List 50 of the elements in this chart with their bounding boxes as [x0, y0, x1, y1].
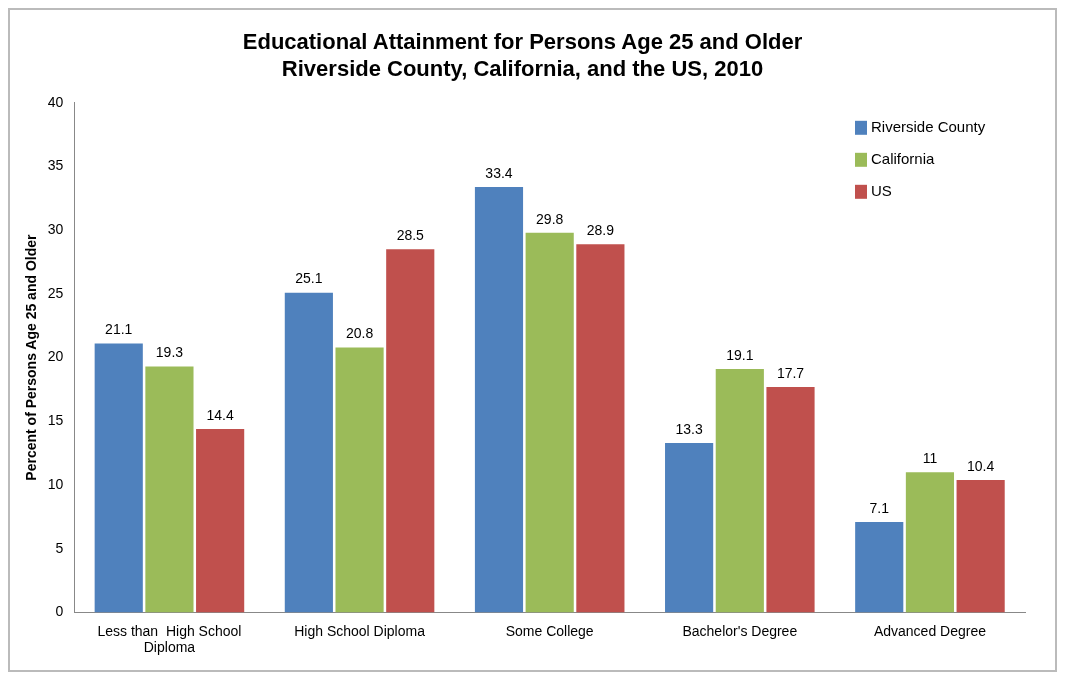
bar	[715, 369, 764, 613]
x-tick-label: Less than High School Diploma	[97, 622, 242, 656]
data-label: 28.5	[396, 227, 425, 244]
y-tick-label: 15	[47, 412, 64, 429]
data-label: 25.1	[295, 270, 323, 287]
data-label: 20.8	[345, 325, 374, 342]
data-label: 19.3	[155, 344, 184, 361]
data-label: 17.7	[776, 364, 805, 381]
x-tick-label: Some College	[505, 622, 594, 639]
bar	[576, 244, 625, 613]
y-tick-label: 30	[47, 221, 64, 238]
legend-label: US	[871, 181, 892, 199]
bar	[94, 343, 143, 613]
data-label: 7.1	[869, 499, 890, 516]
y-tick-label: 0	[55, 603, 64, 620]
y-tick-label: 5	[55, 539, 64, 556]
legend-label: Riverside County	[871, 117, 986, 135]
bar	[855, 521, 904, 613]
data-label: 10.4	[967, 457, 995, 474]
y-axis-title: Percent of Persons Age 25 and Older	[23, 234, 40, 481]
data-label: 33.4	[485, 164, 513, 181]
data-label: 21.1	[105, 321, 133, 338]
bar	[665, 442, 714, 613]
data-label: 29.8	[536, 210, 564, 227]
data-label: 14.4	[206, 406, 234, 423]
bar	[905, 472, 955, 613]
x-tick-label: Advanced Degree	[873, 622, 987, 639]
data-label: 13.3	[675, 420, 703, 437]
chart-subtitle: Riverside County, California, and the US, 2010	[281, 55, 764, 81]
bar	[145, 366, 194, 613]
chart-title: Educational Attainment for Persons Age 25 and Older	[242, 29, 803, 55]
data-label: 11	[922, 450, 938, 467]
bar	[956, 479, 1005, 613]
bar	[335, 347, 384, 613]
y-tick-label: 10	[47, 475, 64, 492]
bar	[196, 428, 245, 613]
x-tick-label: High School Diploma	[294, 622, 426, 639]
bar	[474, 186, 524, 613]
x-tick-label: Bachelor's Degree	[682, 622, 798, 639]
y-tick-label: 35	[47, 157, 64, 174]
data-label: 28.9	[586, 222, 615, 239]
bar	[766, 386, 815, 613]
y-tick-label: 25	[47, 284, 64, 301]
y-tick-label: 40	[47, 93, 64, 110]
y-tick-label: 20	[47, 348, 64, 365]
bar	[386, 249, 435, 613]
bar	[525, 232, 574, 613]
data-label: 19.1	[726, 346, 754, 363]
legend-label: California	[871, 149, 936, 167]
bar	[284, 292, 333, 613]
